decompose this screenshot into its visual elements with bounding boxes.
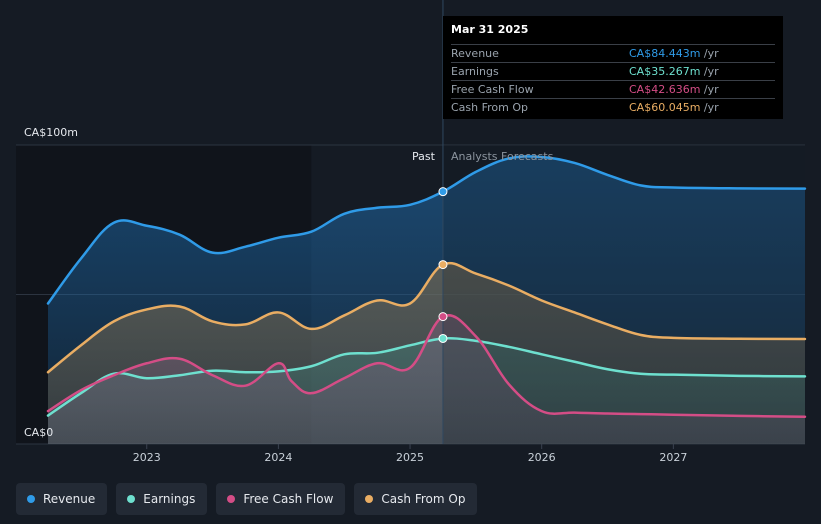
- tooltip-row-free-cash-flow: Free Cash Flow CA$42.636m /yr: [451, 80, 775, 98]
- x-axis-ticks: 2023 2024 2025 2026 2027: [133, 444, 687, 464]
- tooltip-unit: /yr: [703, 47, 719, 60]
- legend-item-earnings[interactable]: Earnings: [116, 483, 208, 515]
- legend-label: Free Cash Flow: [243, 492, 334, 506]
- analysts-forecasts-label: Analysts Forecasts: [451, 150, 554, 163]
- legend-label: Cash From Op: [381, 492, 466, 506]
- x-tick-label: 2024: [264, 451, 292, 464]
- x-tick-label: 2025: [396, 451, 424, 464]
- tooltip-value-cell: CA$60.045m /yr: [629, 99, 775, 116]
- tooltip-value: CA$60.045m: [629, 101, 701, 114]
- x-tick-label: 2026: [528, 451, 556, 464]
- past-label: Past: [412, 150, 436, 163]
- free-cash-flow-marker: [438, 312, 448, 322]
- x-tick-label: 2023: [133, 451, 161, 464]
- tooltip-label: Cash From Op: [451, 101, 529, 114]
- cash-from-op-dot-icon: [365, 495, 374, 503]
- tooltip-value: CA$35.267m: [629, 65, 701, 78]
- earnings-line: [46, 337, 807, 417]
- tooltip-date: Mar 31 2025: [451, 23, 529, 36]
- free-cash-flow-area: [48, 315, 805, 444]
- legend: Revenue Earnings Free Cash Flow Cash Fro…: [16, 483, 478, 515]
- legend-item-revenue[interactable]: Revenue: [16, 483, 108, 515]
- earnings-marker: [438, 333, 448, 343]
- series-areas: [48, 145, 805, 444]
- tooltip-value-cell: CA$84.443m /yr: [629, 45, 775, 62]
- earnings-dot-icon: [127, 495, 136, 503]
- legend-item-free-cash-flow[interactable]: Free Cash Flow: [216, 483, 346, 515]
- cash-from-op-marker: [438, 260, 448, 270]
- tooltip-label: Earnings: [451, 65, 499, 78]
- tooltip-value-cell: CA$42.636m /yr: [629, 81, 775, 98]
- revenue-dot-icon: [27, 495, 35, 503]
- x-tick-label: 2027: [659, 451, 687, 464]
- legend-item-cash-from-op[interactable]: Cash From Op: [354, 483, 478, 515]
- y-axis-top-label: CA$100m: [24, 126, 78, 139]
- revenue-line: [46, 155, 807, 305]
- tooltip-row-cash-from-op: Cash From Op CA$60.045m /yr: [451, 98, 775, 116]
- tooltip-value: CA$84.443m: [629, 47, 701, 60]
- tooltip-row-revenue: Revenue CA$84.443m /yr: [451, 44, 775, 62]
- earnings-revenue-chart: CA$100m CA$0 Past Analysts Forecasts 202…: [16, 0, 807, 464]
- tooltip-label: Revenue: [451, 47, 499, 60]
- tooltip-unit: /yr: [703, 65, 719, 78]
- free-cash-flow-line: [46, 314, 807, 419]
- forecast-overlay: [442, 145, 805, 444]
- series-lines: [46, 155, 807, 419]
- tooltip-unit: /yr: [703, 83, 719, 96]
- tooltip-value: CA$42.636m: [629, 83, 701, 96]
- legend-label: Earnings: [143, 492, 196, 506]
- tooltip-row-earnings: Earnings CA$35.267m /yr: [451, 62, 775, 80]
- y-axis-bottom-label: CA$0: [24, 426, 53, 439]
- free-cash-flow-dot-icon: [227, 495, 236, 503]
- tooltip-value-cell: CA$35.267m /yr: [629, 63, 775, 80]
- series-markers: [438, 187, 448, 343]
- tooltip-unit: /yr: [703, 101, 719, 114]
- tooltip: Mar 31 2025 Revenue CA$84.443m /yr Earni…: [443, 16, 783, 119]
- tooltip-label: Free Cash Flow: [451, 83, 534, 96]
- legend-label: Revenue: [43, 492, 96, 506]
- cash-from-op-line: [46, 261, 807, 374]
- revenue-marker: [438, 187, 448, 197]
